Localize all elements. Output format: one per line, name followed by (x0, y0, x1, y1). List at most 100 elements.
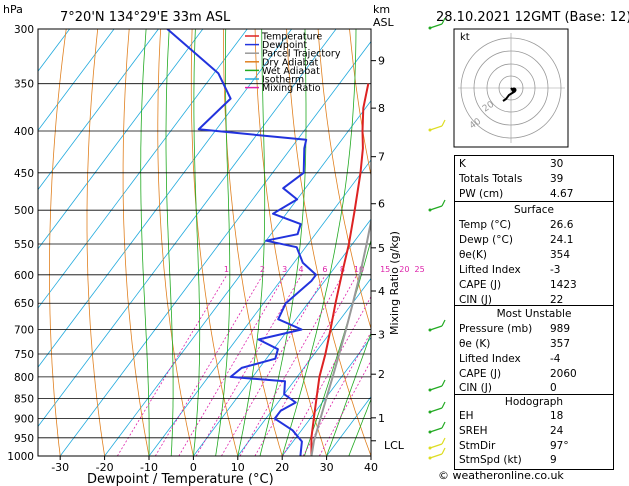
pressure-tick-label: 900 (14, 414, 34, 426)
wind-barb (429, 407, 443, 413)
mixing-ratio-label: 25 (415, 265, 425, 274)
temperature-axis: -30 -20 -10 0 10 20 30 40 (51, 456, 378, 474)
pressure-tick-label: 350 (14, 79, 34, 91)
surface-value: 1423 (550, 279, 577, 291)
mixing-ratio-line (117, 274, 228, 456)
wind-barb (441, 319, 446, 327)
legend-label: Mixing Ratio (262, 83, 321, 94)
dry-adiabat-line (122, 29, 150, 456)
hodograph-kt-label: kt (460, 32, 470, 43)
pressure-tick-label: 700 (14, 325, 34, 337)
wind-barb (441, 401, 446, 409)
surface-box: Surface Temp (°C) 26.6 Dewp (°C) 24.1 θe(K… (454, 201, 614, 306)
pressure-tick-label: 800 (14, 372, 34, 384)
wind-barb-dot (428, 446, 432, 450)
index-value: 39 (550, 173, 564, 185)
mixing-ratio-line (239, 274, 344, 456)
hodo-label: EH (459, 410, 474, 422)
pressure-tick-label: 300 (14, 24, 34, 36)
mu-label: CIN (J) (459, 382, 492, 394)
indices-top-box: K 30 Totals Totals 39 PW (cm) 4.67 (454, 155, 614, 205)
mu-value: 2060 (550, 368, 577, 380)
mixing-ratio-line (254, 274, 358, 456)
temperature-tick-label: 30 (320, 461, 334, 474)
temperature-tick-label: -10 (140, 461, 158, 474)
wind-barb-dot (428, 26, 432, 30)
wind-barb-dot (428, 430, 432, 434)
temperature-line (310, 83, 370, 456)
altitude-axis: 1 2 3 4 5 6 7 8 9 (371, 55, 385, 442)
index-label: Totals Totals (459, 173, 523, 185)
wind-barb (441, 119, 446, 127)
wind-barb (429, 23, 443, 29)
pressure-tick-label: 600 (14, 270, 34, 282)
altitude-tick-label: 9 (378, 55, 385, 68)
hodo-label: StmDir (459, 440, 496, 452)
mixing-ratio-label: 1 (224, 265, 229, 274)
wind-barb-dot (428, 128, 432, 132)
isotherm-line (38, 29, 159, 191)
hodo-value: 24 (550, 425, 564, 437)
temperature-tick-label: -30 (51, 461, 69, 474)
mixing-ratio-line (178, 274, 286, 456)
surface-value: 24.1 (550, 234, 574, 246)
index-row: K 30 (459, 157, 609, 172)
legend-label: Dry Adiabat (262, 57, 319, 68)
location-title: 7°20'N 134°29'E 33m ASL (60, 10, 231, 25)
isobars (38, 28, 371, 457)
wet-adiabat-line (140, 29, 150, 456)
mu-value: 989 (550, 323, 571, 335)
surface-row: CIN (J) 22 (459, 293, 609, 306)
index-row: Totals Totals 39 (459, 172, 609, 187)
mu-label: CAPE (J) (459, 368, 502, 380)
pressure-tick-label: 1000 (7, 451, 34, 463)
surface-value: 354 (550, 249, 571, 261)
mu-row: CIN (J) 0 (459, 381, 609, 394)
isotherm-line (38, 29, 337, 428)
background-lines (38, 29, 371, 456)
mixing-ratio-line (154, 274, 264, 456)
wind-barb (429, 427, 443, 433)
altitude-tick-label: 5 (378, 242, 385, 255)
wind-barb (441, 437, 446, 445)
legend-label: Isotherm (262, 75, 304, 86)
pressure-tick-label: 750 (14, 349, 34, 361)
hodo-row: EH 18 (459, 409, 609, 424)
km-label: km (373, 3, 390, 16)
surface-row: θe(K) 354 (459, 248, 609, 263)
wind-barb-dot (428, 388, 432, 392)
surface-label: Temp (°C) (459, 219, 512, 231)
surface-value: 26.6 (550, 219, 574, 231)
wind-barb (429, 325, 443, 331)
wind-barb (429, 443, 443, 449)
index-label: K (459, 158, 466, 170)
altitude-tick-label: 3 (378, 329, 385, 342)
asl-label: ASL (373, 16, 395, 29)
temperature-tick-label: 40 (364, 461, 378, 474)
altitude-tick-label: 8 (378, 102, 385, 115)
surface-label: θe(K) (459, 249, 487, 261)
hodo-label: StmSpd (kt) (459, 454, 522, 466)
wind-barb (429, 205, 443, 211)
surface-label: CAPE (J) (459, 279, 502, 291)
temperature-tick-label: 10 (231, 461, 245, 474)
dry-adiabat-line (86, 29, 105, 456)
index-row: PW (cm) 4.67 (459, 187, 609, 202)
mixing-ratio-label: 3 (282, 265, 287, 274)
hodo-value: 97° (550, 440, 569, 452)
x-axis-label: Dewpoint / Temperature (°C) (87, 472, 274, 486)
plot-frame (37, 28, 372, 457)
wind-barbs (428, 17, 446, 460)
isotherm-line (59, 40, 371, 456)
wind-barb (441, 379, 446, 387)
hodograph-stats-box: Hodograph EH 18 SREH 24 StmDir 97° StmSpd (… (454, 394, 614, 470)
mixing-ratio-axis-label: Mixing Ratio (g/kg) (388, 231, 401, 335)
parcel-trajectory-line (310, 216, 371, 456)
altitude-tick-label: 1 (378, 412, 385, 425)
surface-row: Temp (°C) 26.6 (459, 218, 609, 233)
wind-barb (429, 453, 443, 459)
mixing-ratio-line (221, 274, 326, 456)
index-value: 4.67 (550, 188, 574, 200)
isotherm-line (193, 218, 371, 456)
